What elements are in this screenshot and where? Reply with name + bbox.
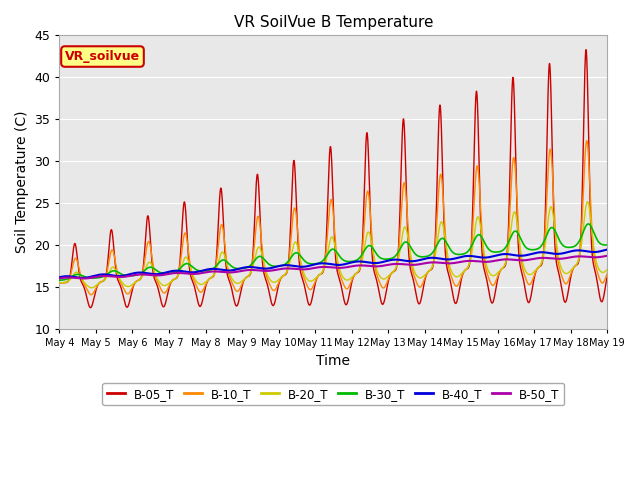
- Title: VR SoilVue B Temperature: VR SoilVue B Temperature: [234, 15, 433, 30]
- Legend: B-05_T, B-10_T, B-20_T, B-30_T, B-40_T, B-50_T: B-05_T, B-10_T, B-20_T, B-30_T, B-40_T, …: [102, 383, 564, 405]
- Y-axis label: Soil Temperature (C): Soil Temperature (C): [15, 111, 29, 253]
- Text: VR_soilvue: VR_soilvue: [65, 50, 140, 63]
- X-axis label: Time: Time: [316, 354, 350, 368]
